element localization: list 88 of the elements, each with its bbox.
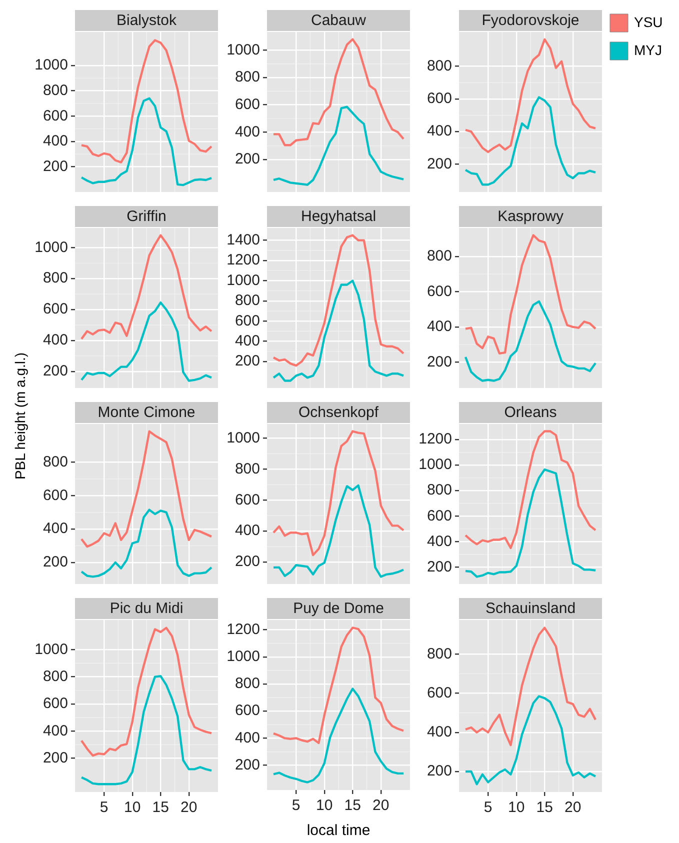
y-tick-label: 400: [42, 132, 68, 150]
y-tick-label: 800: [42, 453, 68, 470]
chart-title: Kasprowy: [498, 208, 564, 226]
y-tick-label: 200: [42, 554, 68, 571]
y-tick-label: 200: [234, 150, 260, 168]
x-tick-label: 10: [508, 799, 525, 816]
y-tick-label: 600: [234, 491, 260, 508]
y-tick-label: 200: [42, 362, 68, 380]
chart-title: Griffin: [126, 208, 166, 226]
y-tick-label: 800: [234, 460, 260, 478]
y-tick-label: 1000: [226, 648, 260, 666]
y-tick-label: 600: [234, 702, 260, 720]
chart-title: Pic du Midi: [110, 600, 184, 618]
x-tick-label: 5: [292, 797, 300, 814]
x-tick-label: 10: [124, 799, 141, 816]
y-tick-label: 600: [426, 282, 452, 300]
y-tick-label: 600: [234, 312, 260, 330]
y-tick-label: 200: [234, 756, 260, 774]
x-tick-label: 15: [152, 799, 169, 816]
y-tick-label: 1000: [34, 238, 68, 256]
x-tick-label: 15: [344, 797, 361, 814]
y-tick-label: 600: [42, 107, 68, 124]
y-tick-label: 800: [426, 482, 452, 499]
y-tick-label: 600: [42, 300, 68, 318]
chart-title: Puy de Dome: [293, 600, 384, 618]
y-tick-label: 800: [234, 68, 260, 86]
y-tick-label: 600: [234, 96, 260, 113]
x-axis-title: local time: [306, 822, 370, 840]
x-tick-label: 5: [484, 799, 492, 816]
chart-title: Hegyhatsal: [300, 208, 376, 226]
legend-label: YSU: [634, 14, 663, 30]
chart-title: Schauinsland: [485, 600, 576, 618]
legend-label: MYJ: [634, 42, 662, 58]
y-tick-label: 400: [234, 123, 260, 140]
y-tick-label: 400: [42, 520, 68, 538]
y-tick-label: 400: [426, 532, 452, 550]
y-axis-title: PBL height (m a.g.l.): [12, 352, 28, 480]
y-tick-label: 200: [426, 353, 452, 370]
x-tick-label: 20: [180, 799, 198, 816]
y-tick-label: 400: [426, 122, 452, 140]
y-tick-label: 800: [42, 668, 68, 685]
y-tick-label: 400: [42, 722, 68, 740]
x-tick-label: 10: [316, 797, 333, 814]
chart-title: Cabauw: [310, 12, 366, 30]
y-tick-label: 1400: [226, 231, 260, 248]
y-tick-label: 600: [426, 507, 452, 524]
y-tick-label: 200: [42, 158, 68, 175]
chart-title: Orleans: [504, 404, 557, 422]
y-tick-label: 600: [426, 90, 452, 108]
y-tick-label: 800: [426, 57, 452, 74]
y-tick-label: 400: [426, 724, 452, 741]
y-tick-label: 400: [234, 332, 260, 350]
y-tick-label: 1000: [34, 640, 68, 658]
y-tick-label: 400: [234, 522, 260, 540]
y-tick-label: 800: [42, 82, 68, 99]
x-tick-label: 15: [536, 799, 553, 816]
y-tick-label: 200: [426, 762, 452, 780]
y-tick-label: 1000: [418, 456, 452, 474]
y-tick-label: 200: [426, 155, 452, 172]
y-tick-label: 200: [42, 749, 68, 766]
y-tick-label: 200: [234, 553, 260, 570]
y-tick-label: 1200: [418, 430, 452, 448]
chart-title: Fyodorovskoje: [482, 12, 580, 30]
y-tick-label: 1000: [226, 429, 260, 446]
y-tick-label: 800: [42, 270, 68, 287]
x-tick-label: 20: [372, 797, 390, 814]
y-tick-label: 1200: [226, 620, 260, 638]
y-tick-label: 200: [234, 352, 260, 370]
y-tick-label: 1200: [226, 252, 260, 269]
x-tick-label: 5: [100, 799, 108, 816]
y-tick-label: 600: [426, 684, 452, 702]
y-tick-label: 800: [426, 645, 452, 662]
chart-title: Ochsenkopf: [298, 404, 380, 422]
chart-title: Monte Cimone: [98, 404, 196, 422]
y-tick-label: 600: [42, 695, 68, 712]
y-tick-label: 400: [42, 332, 68, 349]
y-tick-label: 600: [42, 486, 68, 504]
y-tick-label: 800: [234, 292, 260, 310]
y-tick-label: 400: [234, 729, 260, 746]
x-tick-label: 20: [564, 799, 582, 816]
y-tick-label: 800: [426, 248, 452, 265]
y-tick-label: 800: [234, 675, 260, 692]
chart-title: Bialystok: [116, 12, 178, 30]
y-tick-label: 400: [426, 318, 452, 336]
y-tick-label: 1000: [226, 41, 260, 58]
y-tick-label: 1000: [226, 272, 260, 289]
y-tick-label: 200: [426, 558, 452, 576]
y-tick-label: 1000: [34, 56, 68, 74]
